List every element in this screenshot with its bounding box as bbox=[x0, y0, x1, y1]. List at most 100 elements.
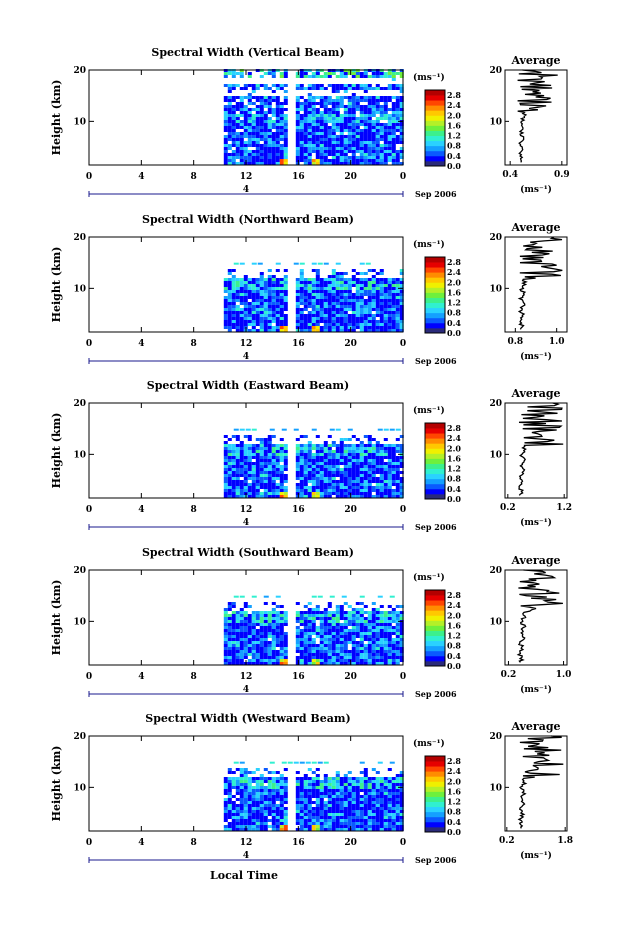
heatmap-cell bbox=[363, 75, 368, 78]
heatmap-cell bbox=[359, 305, 364, 308]
heatmap-cell bbox=[363, 659, 368, 662]
heatmap-cell bbox=[383, 462, 388, 465]
heatmap-cell bbox=[307, 647, 312, 650]
heatmap-cell bbox=[391, 132, 396, 135]
heatmap-cell bbox=[275, 495, 280, 498]
heatmap-cell bbox=[339, 632, 344, 635]
heatmap-cell bbox=[355, 156, 360, 159]
heatmap-cell bbox=[319, 492, 324, 495]
heatmap-cell bbox=[387, 659, 392, 662]
heatmap-cell bbox=[351, 828, 356, 831]
heatmap-cell bbox=[359, 810, 364, 813]
heatmap-cell bbox=[235, 323, 240, 326]
heatmap-cell bbox=[231, 114, 236, 117]
heatmap-cell bbox=[315, 281, 320, 284]
heatmap-cell bbox=[299, 302, 304, 305]
heatmap-cell bbox=[363, 777, 368, 780]
heatmap-cell bbox=[391, 789, 396, 792]
heatmap-cell bbox=[363, 305, 368, 308]
heatmap-cell bbox=[323, 287, 328, 290]
heatmap-cell bbox=[295, 296, 300, 299]
heatmap-cell bbox=[267, 798, 272, 801]
heatmap-cell bbox=[355, 272, 360, 275]
heatmap-cell bbox=[359, 659, 364, 662]
heatmap-cell bbox=[247, 786, 252, 789]
heatmap-cell bbox=[239, 471, 244, 474]
heatmap-cell bbox=[387, 474, 392, 477]
heatmap-cell bbox=[327, 159, 332, 162]
heatmap-cell bbox=[263, 602, 268, 605]
heatmap-cell bbox=[307, 317, 312, 320]
heatmap-cell bbox=[227, 269, 232, 272]
heatmap-cell bbox=[379, 111, 384, 114]
heatmap-cell bbox=[251, 656, 256, 659]
heatmap-cell bbox=[283, 807, 288, 810]
heatmap-cell bbox=[235, 813, 240, 816]
colorbar-swatch bbox=[425, 302, 445, 309]
heatmap-cell bbox=[247, 123, 252, 126]
heatmap-cell bbox=[311, 293, 316, 296]
average-trace bbox=[517, 236, 563, 330]
heatmap-cell bbox=[271, 308, 276, 311]
heatmap-cell bbox=[387, 75, 392, 78]
heatmap-cell bbox=[283, 135, 288, 138]
heatmap-cell bbox=[303, 444, 308, 447]
heatmap-cell bbox=[283, 323, 288, 326]
heatmap-cell bbox=[391, 308, 396, 311]
heatmap-cell bbox=[247, 96, 252, 99]
heatmap-cell bbox=[263, 99, 268, 102]
heatmap-cell bbox=[243, 117, 248, 120]
heatmap-cell bbox=[359, 159, 364, 162]
heatmap-cell bbox=[387, 650, 392, 653]
heatmap-cell bbox=[383, 302, 388, 305]
heatmap-cell bbox=[327, 632, 332, 635]
y-axis-label: Height (km) bbox=[50, 80, 63, 156]
heatmap-cell bbox=[227, 816, 232, 819]
heatmap-cell bbox=[283, 474, 288, 477]
heatmap-cell bbox=[283, 123, 288, 126]
heatmap-cell bbox=[263, 105, 268, 108]
heatmap-cell bbox=[331, 153, 336, 156]
heatmap-cell bbox=[327, 96, 332, 99]
heatmap-cell bbox=[331, 653, 336, 656]
heatmap-cell bbox=[339, 635, 344, 638]
heatmap-cell bbox=[279, 774, 284, 777]
heatmap-cell bbox=[307, 768, 312, 771]
heatmap-cell bbox=[311, 447, 316, 450]
heatmap-cell bbox=[359, 117, 364, 120]
heatmap-cell bbox=[323, 774, 328, 777]
heatmap-cell bbox=[231, 444, 236, 447]
heatmap-cell bbox=[351, 614, 356, 617]
heatmap-cell bbox=[391, 647, 396, 650]
heatmap-cell bbox=[247, 492, 252, 495]
heatmap-cell bbox=[391, 108, 396, 111]
heatmap-cell bbox=[247, 117, 252, 120]
heatmap-cell bbox=[251, 813, 256, 816]
heatmap-cell bbox=[307, 96, 312, 99]
heatmap-cell bbox=[399, 123, 404, 126]
heatmap-cell bbox=[275, 595, 281, 598]
heatmap-cell bbox=[311, 807, 316, 810]
heatmap-cell bbox=[259, 444, 264, 447]
heatmap-cell bbox=[315, 323, 320, 326]
heatmap-cell bbox=[311, 323, 316, 326]
heatmap-cell bbox=[319, 162, 324, 165]
heatmap-cell bbox=[299, 308, 304, 311]
heatmap-cell bbox=[275, 278, 280, 281]
heatmap-cell bbox=[307, 471, 312, 474]
heatmap-cell bbox=[335, 632, 340, 635]
heatmap-cell bbox=[395, 483, 400, 486]
heatmap-cell bbox=[395, 656, 400, 659]
heatmap-cell bbox=[295, 450, 300, 453]
heatmap-cell bbox=[307, 102, 312, 105]
heatmap-cell bbox=[267, 323, 272, 326]
heatmap-cell bbox=[239, 641, 244, 644]
heatmap-cell bbox=[263, 87, 268, 90]
heatmap-cell bbox=[323, 117, 328, 120]
heatmap-cell bbox=[251, 90, 256, 93]
heatmap-cell bbox=[375, 825, 380, 828]
heatmap-cell bbox=[351, 492, 356, 495]
heatmap-cell bbox=[275, 159, 280, 162]
heatmap-cell bbox=[359, 111, 364, 114]
heatmap-cell bbox=[251, 780, 256, 783]
